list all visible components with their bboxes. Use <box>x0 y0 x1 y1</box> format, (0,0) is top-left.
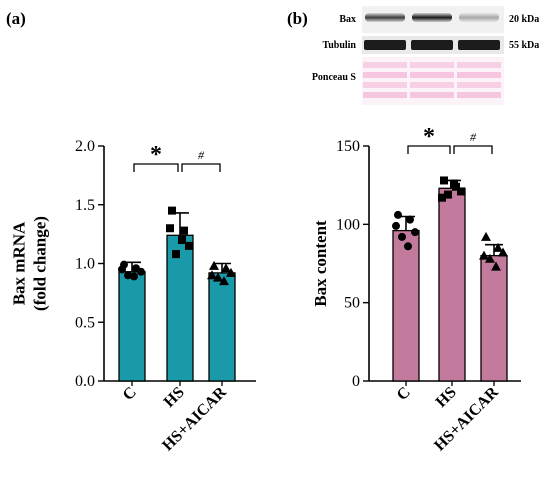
data-point <box>444 190 452 199</box>
data-point <box>118 265 126 274</box>
significance-bracket <box>133 163 179 172</box>
ponceau-lane-band <box>457 82 501 88</box>
significance-bracket <box>181 163 221 172</box>
y-tick-label: 100 <box>336 216 360 233</box>
y-axis-label: Bax content <box>311 220 330 307</box>
bar-hs <box>166 234 194 382</box>
data-point <box>440 176 448 185</box>
y-tick-label: 2.0 <box>75 138 95 155</box>
data-point <box>168 206 176 215</box>
data-point <box>166 224 174 233</box>
y-tick-label: 150 <box>336 138 360 155</box>
data-point <box>491 261 501 271</box>
data-point <box>209 260 219 270</box>
data-point <box>398 232 406 241</box>
x-tick-label: HS <box>433 384 460 411</box>
data-point <box>394 210 402 219</box>
y-tick-label: 0.0 <box>75 373 95 390</box>
y-axis-label: Bax mRNA (fold change) <box>10 216 50 311</box>
data-point <box>226 267 236 277</box>
y-tick-label: 1.0 <box>75 256 95 273</box>
y-axis-label-line: (fold change) <box>31 216 50 311</box>
x-tick-label: C <box>120 384 140 404</box>
ponceau-lane-band <box>410 82 454 88</box>
data-point <box>219 276 229 286</box>
bax-band <box>459 13 499 22</box>
data-point <box>178 236 186 244</box>
y-tick-label: 50 <box>344 295 360 312</box>
data-point <box>457 187 465 196</box>
ponceau-lane-band <box>363 72 407 78</box>
x-tick-label: HS <box>161 384 188 411</box>
data-point <box>172 250 180 259</box>
western-blot: Bax Tubulin Ponceau S 20 kDa 55 kDa <box>312 6 539 105</box>
data-point <box>392 221 400 230</box>
ponceau-lane-band <box>457 72 501 78</box>
y-axis-label-line: Bax content <box>311 220 330 307</box>
chart-panel-a: Bax mRNA (fold change)0.00.51.01.52.0C HSH… <box>10 138 256 454</box>
data-point <box>438 193 446 202</box>
bar-hs <box>438 187 466 382</box>
data-point <box>406 215 414 224</box>
data-point <box>481 231 491 241</box>
ponceau-strip <box>362 57 504 105</box>
significance-asterisk: * <box>423 124 435 150</box>
y-tick-label: 0 <box>352 373 360 390</box>
bax-band <box>412 13 452 22</box>
panel-b-label: (b) <box>287 9 308 28</box>
bar-hsaicar <box>208 272 236 382</box>
data-point <box>404 242 412 251</box>
data-point <box>130 272 138 281</box>
data-point <box>411 228 419 237</box>
x-tick-label: C <box>394 384 414 404</box>
ponceau-lane-band <box>410 92 454 98</box>
y-tick-label: 0.5 <box>75 314 95 331</box>
data-point <box>450 179 458 188</box>
data-point <box>137 267 145 276</box>
blot-row-label-bax: Bax <box>339 14 356 25</box>
y-axis-label-line: Bax mRNA <box>10 221 29 305</box>
data-point <box>479 250 489 260</box>
tubulin-band <box>458 40 500 50</box>
ponceau-lane-band <box>363 92 407 98</box>
data-point <box>485 253 495 263</box>
data-point <box>213 272 223 282</box>
blot-row-label-ponceau: Ponceau S <box>312 72 357 83</box>
data-point <box>207 270 217 280</box>
blot-mw-bax: 20 kDa <box>509 14 539 25</box>
data-point <box>124 271 132 280</box>
significance-bracket <box>407 145 451 154</box>
ponceau-lane-band <box>457 62 501 68</box>
ponceau-lane-band <box>410 72 454 78</box>
bar-c <box>392 229 420 382</box>
data-point <box>221 263 231 273</box>
bar-c <box>118 271 146 382</box>
ponceau-lane-band <box>457 92 501 98</box>
blot-mw-tubulin: 55 kDa <box>509 40 539 51</box>
bar-hsaicar <box>480 255 508 382</box>
significance-bracket <box>453 145 493 154</box>
significance-asterisk: * <box>150 142 162 168</box>
tubulin-band <box>364 40 406 50</box>
significance-hash: # <box>198 148 205 162</box>
data-point <box>185 241 193 250</box>
bax-band <box>365 13 405 22</box>
significance-hash: # <box>470 130 477 144</box>
panel-a-label: (a) <box>6 9 26 28</box>
data-point <box>180 226 188 235</box>
data-point <box>493 242 503 252</box>
ponceau-lane-band <box>410 62 454 68</box>
ponceau-lane-band <box>363 82 407 88</box>
y-tick-label: 1.5 <box>75 197 95 214</box>
tubulin-band <box>411 40 453 50</box>
data-point <box>498 247 508 257</box>
blot-row-label-tubulin: Tubulin <box>322 40 356 51</box>
ponceau-lane-band <box>363 62 407 68</box>
